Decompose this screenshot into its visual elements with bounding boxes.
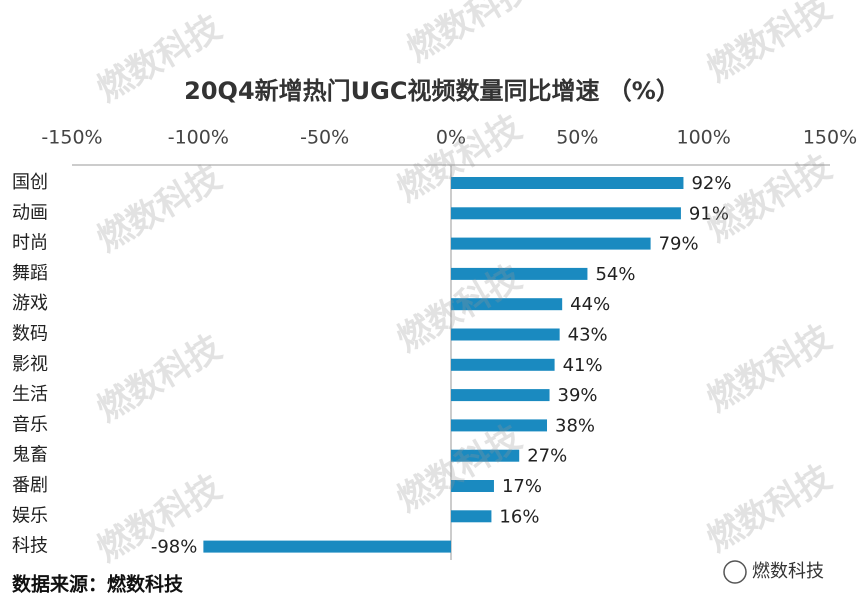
value-label: 91% bbox=[689, 203, 729, 224]
y-tick-label: 时尚 bbox=[12, 233, 48, 254]
bar bbox=[451, 237, 651, 250]
y-tick-label: 科技 bbox=[12, 536, 48, 557]
bar bbox=[451, 480, 494, 492]
value-label: 38% bbox=[555, 415, 595, 436]
bar bbox=[451, 419, 548, 432]
value-label: 27% bbox=[527, 446, 567, 467]
value-label: 79% bbox=[659, 234, 699, 255]
value-label: -98% bbox=[151, 537, 198, 558]
logo-text: 燃数科技 bbox=[752, 561, 824, 582]
bar bbox=[451, 207, 681, 220]
y-tick-label: 动画 bbox=[12, 202, 48, 223]
y-tick-label: 音乐 bbox=[12, 414, 48, 435]
bar bbox=[451, 358, 555, 371]
logo-icon bbox=[723, 560, 747, 584]
bar bbox=[451, 267, 588, 280]
y-tick-label: 番剧 bbox=[12, 475, 48, 496]
chart-title: 20Q4新增热门UGC视频数量同比增速 （%） bbox=[184, 77, 680, 105]
bar bbox=[451, 449, 520, 462]
x-tick-label: -100% bbox=[168, 127, 229, 149]
y-tick-label: 舞蹈 bbox=[12, 263, 48, 284]
y-tick-label: 国创 bbox=[12, 172, 48, 193]
x-tick-label: 0% bbox=[436, 127, 466, 149]
value-label: 92% bbox=[691, 173, 731, 194]
bar bbox=[203, 540, 451, 553]
bar bbox=[451, 177, 684, 189]
value-label: 44% bbox=[570, 294, 610, 315]
x-tick-label: -50% bbox=[300, 127, 349, 149]
value-label: 17% bbox=[502, 476, 542, 497]
x-tick-label: 50% bbox=[556, 127, 598, 149]
bar bbox=[451, 389, 550, 402]
y-tick-label: 娱乐 bbox=[12, 505, 48, 526]
y-tick-label: 生活 bbox=[12, 384, 48, 405]
y-tick-label: 游戏 bbox=[12, 293, 48, 314]
y-tick-label: 数码 bbox=[12, 324, 48, 345]
x-tick-label: -150% bbox=[41, 127, 102, 149]
value-label: 54% bbox=[595, 264, 635, 285]
value-label: 43% bbox=[568, 325, 608, 346]
value-label: 16% bbox=[499, 506, 539, 527]
value-label: 41% bbox=[563, 355, 603, 376]
x-tick-label: 150% bbox=[803, 127, 857, 149]
x-tick-label: 100% bbox=[677, 127, 731, 149]
bar bbox=[451, 510, 492, 523]
y-tick-label: 影视 bbox=[12, 354, 48, 375]
source: 数据来源：燃数科技 bbox=[12, 573, 184, 596]
bar bbox=[451, 298, 563, 311]
value-label: 39% bbox=[558, 385, 598, 406]
y-tick-label: 鬼畜 bbox=[12, 445, 48, 466]
bar bbox=[451, 328, 560, 341]
